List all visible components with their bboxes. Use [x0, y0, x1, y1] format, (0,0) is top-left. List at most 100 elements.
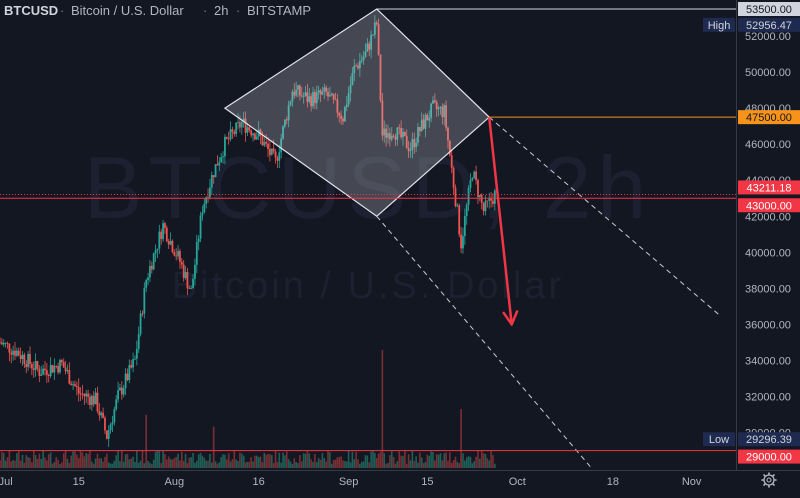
price-label-low-label: 29296.39 Low [703, 432, 800, 447]
candle-body [373, 22, 376, 35]
candle-body [59, 359, 61, 373]
candle-body [188, 288, 191, 289]
volume-bar [196, 460, 198, 468]
volume-bar [205, 460, 207, 468]
header-separator-2: · [203, 3, 207, 18]
price-label-tag: High [708, 20, 731, 32]
volume-bar [254, 455, 256, 468]
volume-bar [17, 451, 20, 468]
volume-bar [323, 458, 326, 468]
volume-bar [85, 453, 88, 468]
candle-body [165, 227, 168, 242]
candle-body [214, 164, 217, 178]
volume-bar [117, 450, 119, 468]
lower-channel-line[interactable] [376, 215, 591, 468]
volume-bar [278, 452, 281, 468]
volume-bar [315, 462, 318, 468]
volume-bar [188, 457, 191, 468]
candle-body [53, 365, 56, 373]
volume-bar [44, 457, 46, 468]
volume-bar [1, 451, 3, 468]
candle-body [25, 363, 28, 368]
candle-body [407, 147, 410, 152]
time-tick-label: 16 [253, 476, 265, 488]
volume-bar [143, 463, 146, 468]
candle-body [439, 106, 442, 108]
candle-body [417, 127, 419, 143]
candle-body [375, 22, 378, 25]
price-tick-label: 46000.00 [745, 139, 791, 151]
volume-bar [492, 455, 494, 468]
price-label-bg [738, 17, 800, 32]
volume-bar [182, 460, 185, 468]
candle-body [447, 127, 449, 141]
candle-body [392, 135, 395, 137]
candle-body [141, 313, 144, 315]
candle-body [405, 136, 408, 148]
candle-body [398, 127, 401, 129]
candle-body [216, 164, 219, 166]
volume-bar [405, 463, 408, 468]
price-label-current-price: 43211.18 [738, 180, 800, 195]
candle-body [430, 103, 433, 118]
volume-bar [31, 462, 33, 468]
volume-bar [357, 459, 359, 468]
volume-bar [12, 460, 14, 468]
candle-body [96, 392, 99, 412]
target-arrow-shaft[interactable] [487, 117, 513, 325]
candle-body [175, 255, 178, 257]
volume-bar [207, 460, 209, 468]
candle-body [448, 140, 451, 156]
volume-bar [220, 457, 222, 468]
upper-channel-line[interactable] [488, 116, 721, 316]
volume-bar [106, 453, 108, 468]
candle-body [257, 129, 260, 137]
volume-bar [400, 455, 402, 468]
volume-bar [387, 462, 389, 468]
candle-body [210, 175, 213, 188]
price-label-value: 52956.47 [746, 20, 792, 32]
candle-body [224, 136, 226, 157]
volume-bar [248, 461, 251, 468]
candle-body [72, 384, 74, 386]
candle-body [323, 87, 326, 92]
volume-bar [115, 455, 118, 468]
volume-bar [4, 460, 7, 468]
volume-bar [141, 450, 144, 468]
candle-body [231, 129, 234, 132]
volume-bar [61, 462, 63, 468]
settings-gear-icon[interactable] [761, 472, 777, 488]
volume-bar [484, 453, 487, 468]
volume-bar [121, 450, 123, 468]
time-tick-label: Jul [0, 476, 13, 488]
volume-bar [242, 455, 245, 468]
volume-bar [456, 461, 459, 468]
volume-bar [366, 455, 369, 468]
volume-spike [460, 409, 462, 468]
volume-bar [81, 452, 84, 468]
candle-body [87, 393, 89, 397]
volume-bar [23, 462, 26, 468]
volume-bar [297, 463, 299, 468]
candle-body [242, 118, 245, 122]
candle-body [433, 100, 436, 103]
volume-bar [409, 460, 412, 468]
candle-body [19, 355, 22, 359]
price-label-bg [738, 198, 800, 213]
price-label-tag-bg [703, 432, 735, 447]
price-label-high-label: 52956.47 High [703, 17, 800, 32]
candle-body [355, 65, 358, 67]
volume-bar [302, 453, 305, 468]
candle-body [218, 162, 221, 166]
candle-body [482, 203, 485, 212]
time-axis[interactable]: Jul 15 Aug 16 Sep 15 Oct 18 Nov [0, 476, 702, 488]
candle-body [229, 129, 232, 140]
volume-bar [344, 461, 346, 468]
candle-body [255, 136, 258, 140]
volume-bar [327, 450, 329, 468]
candle-body [68, 370, 71, 384]
volume-bar [94, 458, 97, 468]
volume-bar [398, 451, 401, 468]
